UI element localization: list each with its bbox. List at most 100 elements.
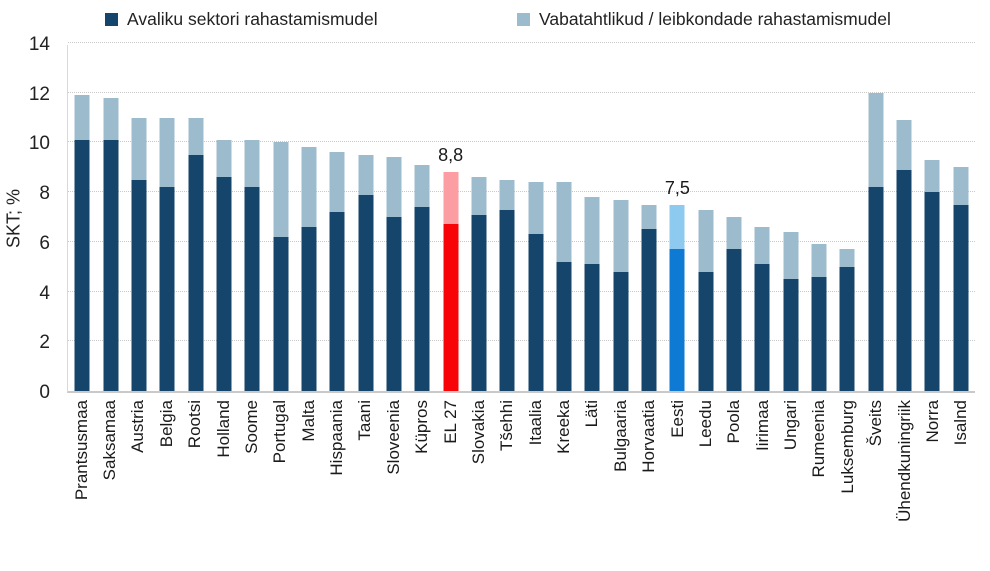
gridline [68, 141, 975, 143]
x-label-slot: Itaalia [521, 400, 549, 568]
x-tick-label: EL 27 [440, 400, 460, 444]
segment-voluntary [896, 120, 912, 170]
legend-swatch-voluntary-icon [517, 12, 530, 26]
stacked-bar [499, 179, 515, 391]
stacked-bar [528, 182, 544, 391]
x-label-slot: Ungari [776, 400, 804, 568]
segment-voluntary [131, 117, 147, 180]
x-tick-label: Norra [922, 400, 942, 443]
stacked-bar [244, 139, 260, 391]
stacked-bar [131, 117, 147, 391]
segment-voluntary [103, 97, 119, 140]
x-label-slot: Holland [209, 400, 237, 568]
x-label-slot: Soome [237, 400, 265, 568]
x-tick-label: Hispaania [327, 400, 347, 476]
segment-voluntary [443, 172, 459, 225]
segment-voluntary [301, 147, 317, 227]
bar-slot-hispaania [323, 45, 351, 391]
bar-slot-poola [720, 45, 748, 391]
bar-slot-soome [238, 45, 266, 391]
segment-public [188, 154, 204, 391]
segment-voluntary [471, 177, 487, 215]
segment-voluntary [811, 244, 827, 277]
x-tick-label: Malta [298, 400, 318, 442]
x-tick-label: Saksamaa [100, 400, 120, 481]
x-label-slot: Taani [351, 400, 379, 568]
legend-item-voluntary: Vabatahtlikud / leibkondade rahastamismu… [517, 6, 891, 32]
x-label-slot: Horvaatia [635, 400, 663, 568]
x-label-slot: Portugal [266, 400, 294, 568]
stacked-bar [329, 152, 345, 391]
stacked-bar [584, 197, 600, 391]
segment-voluntary [556, 182, 572, 262]
stacked-bar [103, 97, 119, 391]
segment-voluntary [244, 139, 260, 188]
segment-voluntary [783, 231, 799, 280]
segment-voluntary [329, 152, 345, 213]
x-tick-label: Austria [128, 400, 148, 453]
segment-public [273, 236, 289, 391]
stacked-bar [896, 120, 912, 391]
x-label-slot: Kreeka [549, 400, 577, 568]
x-label-slot: Küpros [408, 400, 436, 568]
y-tick-label: 0 [39, 382, 50, 403]
stacked-bar [216, 139, 232, 391]
bar-slot-k-pros [408, 45, 436, 391]
bar-slot-luksemburg [833, 45, 861, 391]
x-tick-label: Holland [213, 400, 233, 458]
stacked-bar [698, 209, 714, 391]
segment-voluntary [726, 217, 742, 250]
bar-slot-austria [125, 45, 153, 391]
segment-public [216, 177, 232, 391]
legend-swatch-public-icon [105, 12, 118, 26]
segment-voluntary [868, 92, 884, 188]
x-tick-label: Taani [355, 400, 375, 441]
bar-slot-itaalia [522, 45, 550, 391]
x-tick-label: Rumeenia [809, 400, 829, 478]
x-label-slot: Saksamaa [95, 400, 123, 568]
segment-voluntary [74, 95, 90, 140]
segment-public [301, 226, 317, 391]
bars-container: 8,8 7,5 [68, 45, 975, 391]
stacked-bar [839, 249, 855, 391]
legend: Avaliku sektori rahastamismudel Vabataht… [0, 6, 990, 32]
y-tick-label: 4 [39, 282, 50, 304]
stacked-bar [868, 92, 884, 391]
x-tick-label: Leedu [695, 400, 715, 448]
x-tick-label: Portugal [270, 400, 290, 464]
y-tick-label: 8 [39, 183, 50, 205]
y-tick-label: 10 [28, 133, 50, 155]
bar-slot-rootsi [181, 45, 209, 391]
x-label-slot: Isalnd [947, 400, 975, 568]
segment-voluntary [669, 204, 685, 250]
segment-public [471, 214, 487, 391]
gridline [68, 91, 975, 93]
x-label-slot: Šveits [862, 400, 890, 568]
stacked-bar [301, 147, 317, 391]
x-tick-label: Ühendkuningriik [894, 400, 914, 522]
x-tick-label: Belgia [156, 400, 176, 448]
stacked-bar [953, 167, 969, 391]
segment-public [414, 207, 430, 391]
segment-voluntary [953, 167, 969, 205]
segment-public [499, 209, 515, 391]
x-label-slot: Sloveenia [379, 400, 407, 568]
segment-public [556, 261, 572, 391]
segment-voluntary [754, 226, 770, 265]
bar-slot-saksamaa [96, 45, 124, 391]
x-axis-labels: Prantsusmaa Saksamaa Austria Belgia Rootsi Ho… [67, 400, 975, 568]
bar-slot-prantsusmaa [68, 45, 96, 391]
segment-public [953, 204, 969, 391]
x-label-slot: Malta [294, 400, 322, 568]
x-tick-label: Bulgaaria [610, 400, 630, 472]
stacked-bar [811, 244, 827, 391]
segment-public [783, 279, 799, 391]
segment-voluntary [584, 197, 600, 265]
segment-voluntary [698, 209, 714, 272]
bar-slot-sloveenia [380, 45, 408, 391]
segment-public [159, 187, 175, 391]
stacked-bar [641, 204, 657, 391]
plot-area: 8,8 7,5 [67, 42, 975, 393]
stacked-bar [414, 164, 430, 391]
